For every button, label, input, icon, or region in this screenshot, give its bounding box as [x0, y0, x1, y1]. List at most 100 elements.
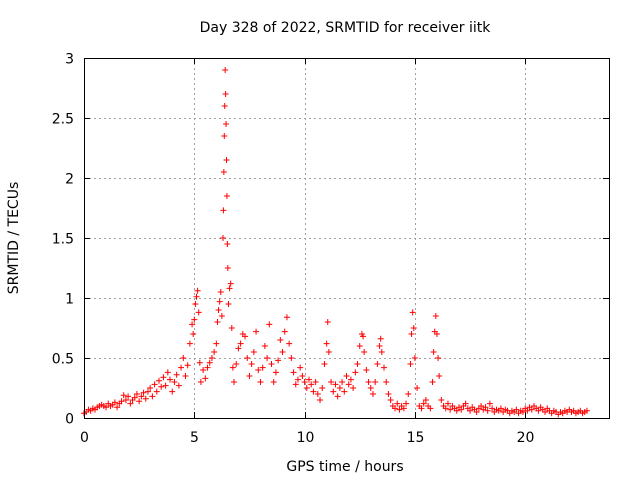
- y-tick-label: 0: [65, 412, 74, 428]
- data-point: [264, 355, 271, 361]
- data-point: [297, 364, 304, 371]
- data-point: [223, 121, 230, 127]
- data-point: [290, 369, 297, 376]
- data-point: [220, 169, 227, 175]
- data-point: [378, 349, 385, 355]
- data-point: [178, 364, 185, 371]
- data-point: [383, 379, 390, 385]
- data-point: [118, 398, 125, 405]
- y-tick-label: 1.5: [52, 232, 74, 248]
- data-point: [513, 406, 520, 413]
- data-point: [250, 349, 257, 355]
- data-point: [528, 406, 535, 413]
- data-point: [403, 400, 410, 407]
- data-point: [369, 391, 376, 397]
- data-point: [405, 391, 412, 397]
- data-point: [195, 309, 202, 316]
- data-point: [231, 379, 237, 385]
- data-point: [270, 379, 277, 385]
- data-point: [356, 343, 363, 349]
- data-point: [339, 379, 346, 385]
- data-point: [447, 406, 454, 413]
- data-point: [120, 392, 127, 399]
- data-point: [216, 298, 223, 305]
- data-point: [430, 349, 437, 355]
- data-point: [206, 359, 213, 366]
- data-point: [363, 367, 370, 373]
- data-point: [259, 364, 266, 371]
- data-point: [418, 405, 425, 412]
- y-tick-label: 2: [65, 172, 74, 188]
- data-point: [407, 361, 414, 367]
- data-point: [354, 361, 361, 367]
- data-point: [542, 409, 549, 415]
- data-point: [394, 400, 401, 407]
- data-point: [381, 364, 387, 371]
- data-point: [169, 388, 176, 395]
- data-point: [312, 379, 319, 385]
- data-point: [524, 407, 531, 414]
- data-point: [219, 235, 226, 241]
- data-point: [114, 404, 121, 411]
- data-point: [453, 407, 460, 414]
- data-point: [462, 400, 469, 407]
- data-point: [336, 385, 343, 391]
- data-point: [180, 355, 187, 361]
- data-point: [248, 361, 255, 367]
- data-point: [147, 385, 154, 391]
- data-point: [325, 349, 332, 355]
- data-point: [310, 388, 317, 395]
- data-point: [299, 373, 306, 379]
- data-point: [392, 405, 399, 412]
- data-point: [408, 331, 415, 337]
- x-axis-label: GPS time / hours: [286, 459, 403, 475]
- data-point: [442, 405, 449, 412]
- data-point: [435, 355, 442, 361]
- data-point: [242, 333, 249, 340]
- data-point: [341, 388, 348, 395]
- data-point: [365, 379, 372, 385]
- data-point: [275, 357, 282, 364]
- data-point: [486, 400, 493, 407]
- data-point: [360, 333, 367, 340]
- data-point: [140, 389, 147, 396]
- data-point: [306, 376, 312, 383]
- data-point: [279, 349, 286, 355]
- data-point: [191, 316, 198, 323]
- data-point: [142, 395, 149, 402]
- data-point: [400, 405, 407, 412]
- data-point: [308, 381, 315, 388]
- data-point: [433, 331, 440, 337]
- data-point: [233, 361, 240, 367]
- x-tick-label: 15: [407, 430, 425, 446]
- grid-lines: [84, 58, 609, 418]
- data-point: [192, 301, 199, 307]
- data-point: [321, 361, 328, 367]
- data-point: [436, 373, 443, 379]
- data-point: [235, 345, 242, 352]
- x-tick-label: 5: [190, 430, 199, 446]
- data-point: [414, 385, 421, 391]
- data-point: [237, 340, 244, 347]
- data-point: [222, 91, 229, 97]
- data-point: [224, 265, 231, 271]
- data-point: [374, 361, 381, 367]
- data-point: [303, 385, 310, 391]
- data-point: [156, 377, 162, 384]
- data-point: [189, 321, 196, 328]
- tick-labels: 0 5 10 15 20 0 0.5 1 1.5 2 2.5 3: [52, 52, 535, 447]
- data-point: [217, 289, 224, 295]
- data-point: [229, 364, 236, 371]
- data-point: [111, 399, 118, 406]
- data-point: [202, 375, 209, 382]
- data-point: [330, 388, 337, 395]
- data-point: [377, 335, 384, 342]
- data-point: [301, 379, 308, 385]
- data-point: [422, 397, 429, 403]
- data-point: [420, 400, 427, 407]
- data-point: [385, 391, 392, 397]
- y-tick-label: 1: [65, 292, 74, 308]
- data-point: [328, 379, 335, 385]
- data-point: [158, 383, 165, 390]
